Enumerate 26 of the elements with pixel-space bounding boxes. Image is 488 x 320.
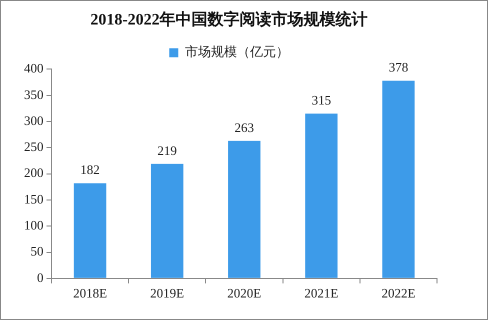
x-tick-label: 2018E	[73, 286, 108, 301]
bar	[74, 183, 106, 278]
bar	[382, 80, 415, 278]
bar	[150, 164, 184, 278]
y-tick-label: 0	[37, 270, 44, 285]
bar	[305, 114, 338, 278]
y-tick-label: 250	[24, 139, 44, 154]
y-tick-label: 50	[30, 244, 44, 259]
data-label: 315	[312, 92, 332, 108]
y-tick-label: 300	[24, 112, 44, 128]
y-tick-label: 150	[24, 191, 44, 206]
y-tick-label: 400	[24, 60, 44, 76]
data-label: 263	[234, 120, 254, 135]
bar	[228, 140, 260, 278]
legend-label: 市场规模（亿元）	[184, 44, 289, 60]
data-label: 378	[388, 60, 408, 75]
y-tick-label: 200	[24, 165, 44, 180]
data-label: 219	[157, 142, 177, 158]
x-tick-label: 2019E	[150, 286, 184, 301]
data-label: 182	[80, 162, 100, 178]
x-tick-label: 2022E	[381, 286, 416, 301]
x-tick-label: 2020E	[227, 286, 262, 301]
y-tick-label: 100	[24, 218, 44, 233]
y-tick-label: 350	[24, 86, 44, 102]
x-tick-label: 2021E	[304, 286, 338, 301]
chart-title: 2018-2022年中国数字阅读市场规模统计	[90, 10, 368, 29]
